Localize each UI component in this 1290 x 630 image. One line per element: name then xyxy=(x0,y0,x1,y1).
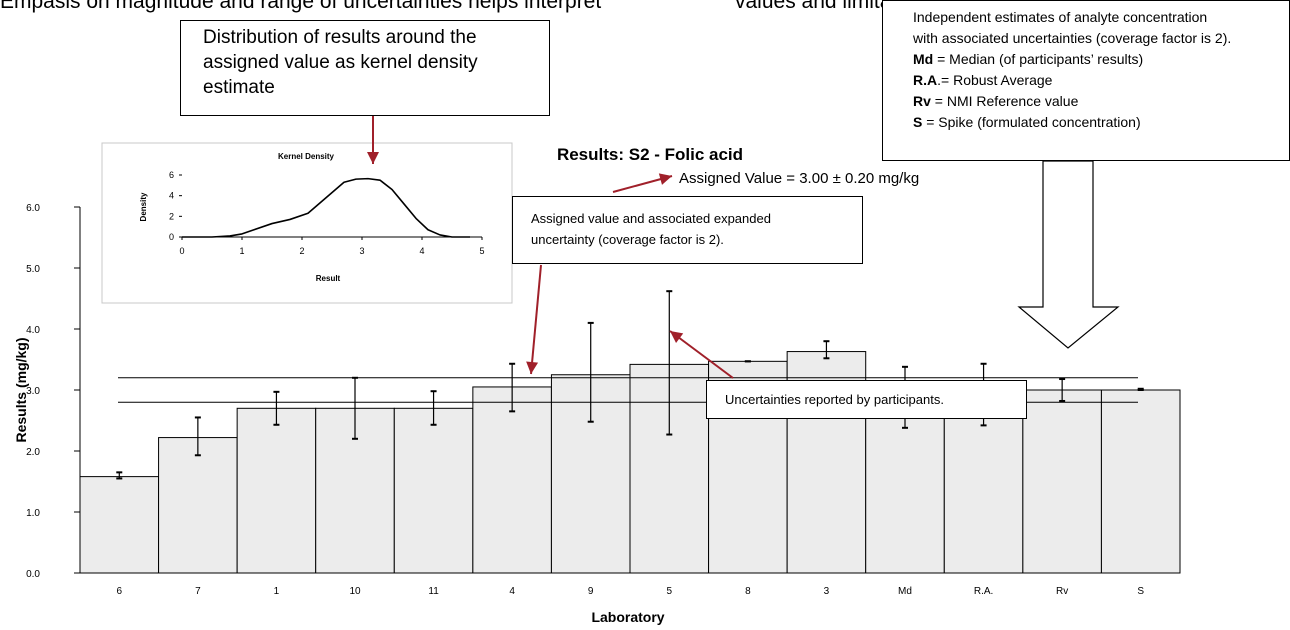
kernel-density-inset: Kernel Density 0 1 2 3 4 5 0 2 4 6 Density Result xyxy=(101,142,513,304)
x-tick-label: 1 xyxy=(274,586,280,597)
arrow-to-participant-uncertainty xyxy=(669,330,734,379)
legend-text: .= Robust Average xyxy=(937,72,1053,88)
y-tick-label: 3.0 xyxy=(26,386,40,397)
x-tick-label: 4 xyxy=(509,586,515,597)
arrow-to-inset-head xyxy=(367,152,379,164)
callout-distribution-line: estimate xyxy=(203,77,275,98)
legend-line: S = Spike (formulated concentration) xyxy=(913,112,1279,133)
legend-text: Independent estimates of analyte concent… xyxy=(913,9,1208,25)
legend-key: R.A xyxy=(913,72,938,88)
bar xyxy=(393,407,474,574)
legend-line: Md = Median (of participants’ results) xyxy=(913,49,1279,70)
main-chart: Results: S2 - Folic acid Assigned Value =… xyxy=(13,145,1181,625)
inset-title: Kernel Density xyxy=(278,152,335,161)
x-tick-label: 3 xyxy=(824,586,830,597)
chart-title: Results: S2 - Folic acid xyxy=(557,145,743,164)
x-tick-label: 10 xyxy=(349,586,361,597)
y-tick-label: 1.0 xyxy=(26,508,40,519)
legend-text: = Median (of participants’ results) xyxy=(933,51,1144,67)
callout-uncertainties: Uncertainties reported by participants. xyxy=(706,380,1027,419)
legend-line: with associated uncertainties (coverage … xyxy=(913,28,1279,49)
inset-y-label: Density xyxy=(139,192,148,221)
inset-density-curve xyxy=(182,177,470,238)
callout-assigned-line: uncertainty (coverage factor is 2). xyxy=(531,232,724,247)
y-tick-label: 0.0 xyxy=(26,569,40,580)
inset-y-tick-label: 0 xyxy=(169,232,174,242)
bar xyxy=(158,437,238,574)
inset-y-tick-label: 6 xyxy=(169,170,174,180)
legend-line: Independent estimates of analyte concent… xyxy=(913,7,1279,28)
legend-line: R.A.= Robust Average xyxy=(913,70,1279,91)
top-caption-left: Empasis on magnitude and range of uncert… xyxy=(0,0,602,13)
x-tick-label: S xyxy=(1137,586,1144,597)
callout-uncertainties-text: Uncertainties reported by participants. xyxy=(725,392,944,407)
inset-x-tick-label: 5 xyxy=(479,246,484,256)
x-tick-label: Rv xyxy=(1056,586,1068,597)
inset-y-tick-label: 2 xyxy=(169,211,174,221)
y-axis-label: Results (mg/kg) xyxy=(13,337,29,442)
inset-x-tick-label: 1 xyxy=(239,246,244,256)
y-tick-label: 6.0 xyxy=(26,203,40,214)
legend-key: S xyxy=(913,114,923,130)
inset-x-tick-label: 2 xyxy=(299,246,304,256)
legend-text: = Spike (formulated concentration) xyxy=(922,114,1141,130)
callout-assigned-value: Assigned value and associated expanded u… xyxy=(512,196,863,264)
bar xyxy=(1100,389,1181,574)
arrow-to-assigned-band xyxy=(530,264,542,375)
arrow-to-assigned-band-head xyxy=(526,361,539,374)
x-tick-label: 6 xyxy=(117,586,123,597)
callout-distribution: Distribution of results around the assig… xyxy=(180,20,550,116)
x-tick-label: R.A. xyxy=(974,586,993,597)
bar xyxy=(1022,389,1102,574)
inset-y-tick-label: 4 xyxy=(169,191,174,201)
x-axis-label: Laboratory xyxy=(591,609,664,625)
x-tick-label: 9 xyxy=(588,586,594,597)
legend-line: Rv = NMI Reference value xyxy=(913,91,1279,112)
callout-assigned-line: Assigned value and associated expanded xyxy=(531,211,771,226)
block-arrow-down xyxy=(1017,160,1120,349)
annotation-arrows xyxy=(367,116,1120,379)
inset-x-label: Result xyxy=(316,274,341,283)
callout-distribution-line: assigned value as kernel density xyxy=(203,52,478,73)
chart-subtitle: Assigned Value = 3.00 ± 0.20 mg/kg xyxy=(679,170,919,187)
arrow-to-assigned-value-head xyxy=(658,173,672,185)
inset-x-tick-label: 4 xyxy=(419,246,424,256)
x-tick-label: 11 xyxy=(428,586,439,597)
callout-independent-estimates: Independent estimates of analyte concent… xyxy=(882,0,1290,161)
legend-text: = NMI Reference value xyxy=(930,93,1079,109)
inset-x-tick-label: 3 xyxy=(359,246,364,256)
inset-frame xyxy=(101,142,513,304)
x-tick-label: 7 xyxy=(195,586,201,597)
inset-x-tick-label: 0 xyxy=(179,246,184,256)
arrow-to-participant-uncertainty-head xyxy=(670,331,684,343)
legend-text: with associated uncertainties (coverage … xyxy=(913,30,1232,46)
y-tick-label: 5.0 xyxy=(26,264,40,275)
x-tick-label: 8 xyxy=(745,586,751,597)
y-tick-label: 4.0 xyxy=(26,325,40,336)
bar xyxy=(79,476,160,574)
callout-distribution-line: Distribution of results around the xyxy=(203,27,477,48)
x-tick-label: Md xyxy=(898,586,912,597)
y-tick-label: 2.0 xyxy=(26,447,40,458)
x-tick-label: 5 xyxy=(667,586,673,597)
bar xyxy=(236,407,317,574)
legend-key: Md xyxy=(913,51,934,67)
legend-key: Rv xyxy=(913,93,931,109)
bar xyxy=(472,386,552,574)
